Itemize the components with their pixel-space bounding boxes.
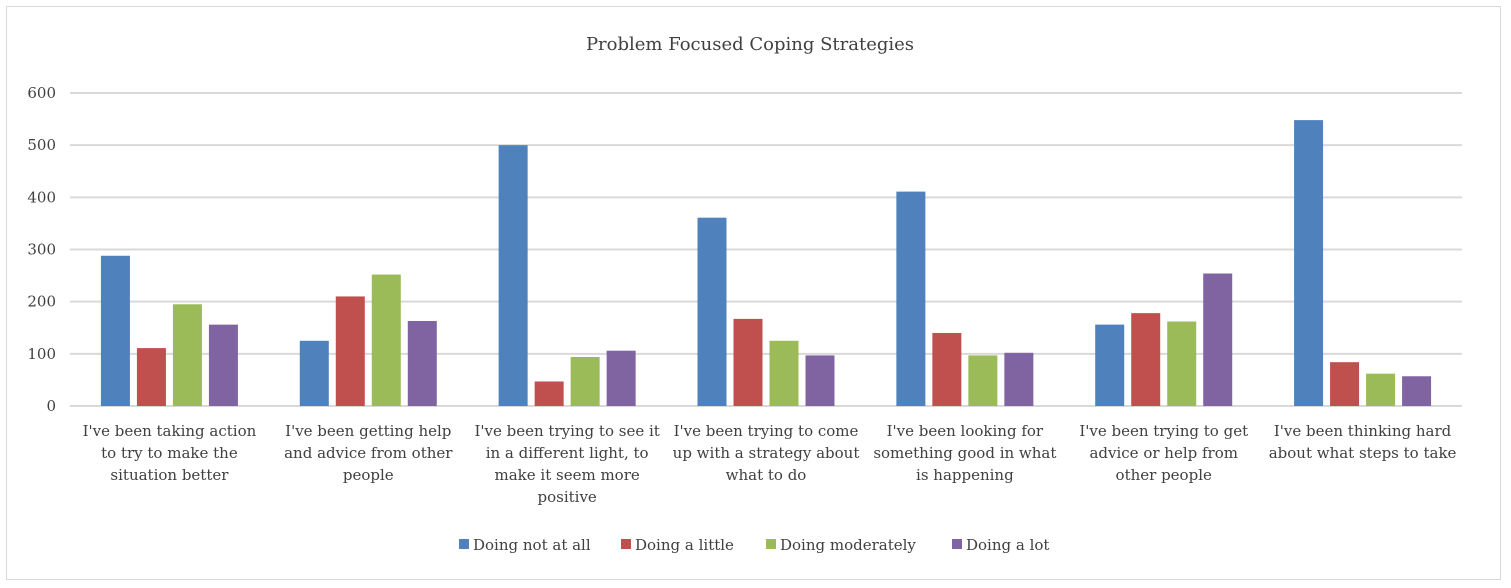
y-axis-ticks: 0 100 200 300 400 500 600 — [27, 84, 56, 415]
bar — [335, 296, 365, 406]
bar — [733, 318, 763, 406]
category-label: advice or help from — [1089, 444, 1238, 462]
category-label: to try to make the — [101, 444, 238, 462]
bar — [1294, 120, 1324, 407]
category-label: I've been trying to see it — [474, 422, 659, 440]
legend-swatch — [766, 539, 776, 549]
bar — [1402, 376, 1432, 406]
bar — [968, 355, 998, 406]
chart-frame — [6, 6, 1501, 580]
bars — [100, 120, 1432, 407]
category-label: is happening — [916, 466, 1014, 484]
bar — [896, 191, 926, 406]
bar — [1203, 273, 1233, 406]
category-label: positive — [537, 488, 596, 506]
legend-swatch — [621, 539, 631, 549]
bar — [299, 340, 329, 406]
y-tick-label: 100 — [27, 345, 56, 363]
bar — [1167, 321, 1197, 406]
legend: Doing not at all Doing a little Doing mode… — [459, 536, 1049, 554]
category-label: about what steps to take — [1269, 444, 1457, 462]
category-label: I've been looking for — [887, 422, 1044, 440]
legend-swatch — [459, 539, 469, 549]
bar — [769, 340, 799, 406]
legend-swatch — [952, 539, 962, 549]
bar — [498, 145, 528, 406]
bar — [1131, 313, 1161, 406]
category-label: and advice from other — [284, 444, 453, 462]
bar — [136, 348, 166, 406]
category-label: something good in what — [873, 444, 1056, 462]
bar — [100, 255, 130, 406]
y-tick-label: 500 — [27, 136, 56, 154]
bar — [1095, 324, 1125, 406]
bar — [805, 355, 835, 406]
category-label: I've been getting help — [285, 422, 451, 440]
bar — [932, 332, 962, 406]
y-tick-label: 600 — [27, 84, 56, 102]
legend-entry: Doing moderately — [780, 536, 916, 554]
bar — [570, 356, 600, 406]
category-label: make it seem more — [495, 466, 640, 484]
bar — [371, 274, 401, 406]
bar — [1330, 362, 1360, 406]
bar — [697, 217, 727, 406]
legend-entry: Doing not at all — [473, 536, 591, 554]
category-label: I've been trying to get — [1079, 422, 1248, 440]
category-label: people — [343, 466, 394, 484]
bar — [208, 324, 238, 406]
legend-entry: Doing a little — [635, 536, 734, 554]
category-labels: I've been taking action to try to make th… — [83, 422, 1457, 506]
category-label: what to do — [726, 466, 807, 484]
bar — [534, 381, 564, 406]
y-tick-label: 400 — [27, 188, 56, 206]
category-label: I've been thinking hard — [1274, 422, 1452, 440]
bar — [606, 350, 636, 406]
bar — [1004, 352, 1034, 406]
gridlines — [70, 92, 1462, 407]
category-label: I've been taking action — [83, 422, 257, 440]
category-label: in a different light, to — [486, 444, 649, 462]
category-label: I've been trying to come — [674, 422, 859, 440]
bar — [407, 320, 437, 406]
bar — [1366, 373, 1396, 406]
category-label: other people — [1116, 466, 1212, 484]
y-tick-label: 0 — [46, 397, 56, 415]
category-label: up with a strategy about — [673, 444, 860, 462]
category-label: situation better — [110, 466, 229, 484]
y-tick-label: 300 — [27, 241, 56, 259]
legend-entry: Doing a lot — [966, 536, 1049, 554]
y-tick-label: 200 — [27, 293, 56, 311]
bar — [172, 304, 202, 406]
chart-title: Problem Focused Coping Strategies — [586, 34, 914, 55]
